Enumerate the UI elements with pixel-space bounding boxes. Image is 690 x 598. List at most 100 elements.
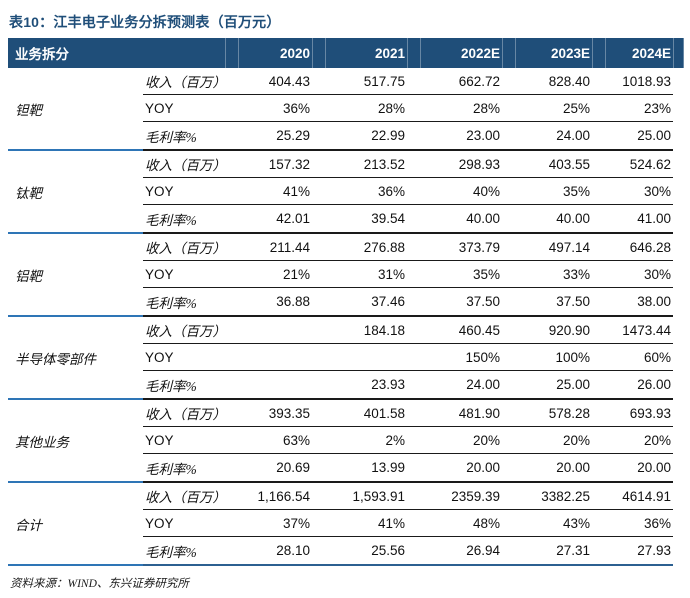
- value-cell: 828.40: [502, 68, 592, 95]
- value-cell: 20.00: [466, 460, 500, 475]
- value-cell: 20%: [407, 427, 502, 454]
- value-cell: 30%: [592, 178, 673, 205]
- value-cell: 37%: [225, 510, 312, 537]
- value-cell: 662.72: [407, 68, 502, 95]
- value-cell: 40.00: [556, 211, 590, 226]
- segment-group: 合计 收入（百万） 1,166.54 1,593.91 2359.39 3382.25 4…: [8, 483, 684, 564]
- value-cell: 23.93: [371, 377, 405, 392]
- table-header-row: 业务拆分 2020 2021 2022E 2023E 2024E: [8, 38, 684, 68]
- value-cell: 20.00: [556, 460, 590, 475]
- value-cell: 298.93: [407, 151, 502, 178]
- value-cell: 37.50: [556, 294, 590, 309]
- header-divider: [592, 38, 606, 68]
- value-cell: [225, 371, 312, 398]
- bottom-border-blue-segment: [8, 564, 143, 566]
- value-cell: 481.90: [407, 400, 502, 427]
- metric-label: 收入（百万）: [143, 483, 226, 510]
- value-cell: 40.00: [466, 211, 500, 226]
- value-cell: 13.99: [371, 460, 405, 475]
- value-cell: 25.29: [276, 128, 310, 143]
- source-note: 资料来源：WIND、东兴证券研究所: [10, 578, 189, 590]
- value-cell: 276.88: [312, 234, 407, 261]
- header-divider: [407, 38, 421, 68]
- column-header-2020: 2020: [279, 45, 310, 61]
- bottom-border-dark-segment: [143, 564, 673, 566]
- value-cell: 28%: [407, 95, 502, 122]
- value-cell: 24.00: [556, 128, 590, 143]
- value-cell: 33%: [502, 261, 592, 288]
- group-separator: [8, 398, 684, 400]
- segment-group: 钽靶 收入（百万） 404.43 517.75 662.72 828.40 1018.93…: [8, 68, 684, 149]
- value-cell: 211.44: [225, 234, 312, 261]
- value-cell: 693.93: [592, 400, 673, 427]
- value-cell: 1,166.54: [225, 483, 312, 510]
- value-cell: 48%: [407, 510, 502, 537]
- value-cell: 20%: [502, 427, 592, 454]
- value-cell: 2359.39: [407, 483, 502, 510]
- metric-label: 毛利率%: [145, 461, 197, 477]
- separator-dark-segment: [143, 398, 673, 400]
- value-cell: 100%: [502, 344, 592, 371]
- metric-label: YOY: [143, 427, 225, 454]
- value-cell: 37.46: [371, 294, 405, 309]
- value-cell: 184.18: [312, 317, 407, 344]
- value-cell: 38.00: [637, 294, 671, 309]
- table-body: 钽靶 收入（百万） 404.43 517.75 662.72 828.40 1018.93…: [8, 68, 684, 564]
- header-divider: [225, 38, 239, 68]
- value-cell: 578.28: [502, 400, 592, 427]
- metric-label: YOY: [143, 261, 225, 288]
- group-separator: [8, 232, 684, 234]
- value-cell: 42.01: [276, 211, 310, 226]
- metric-label: YOY: [143, 178, 225, 205]
- value-cell: 20.69: [276, 460, 310, 475]
- metric-label: 毛利率%: [145, 129, 197, 145]
- column-header-2024e: 2024E: [631, 45, 671, 61]
- separator-dark-segment: [143, 232, 673, 234]
- column-header-2023e: 2023E: [550, 45, 590, 61]
- value-cell: 646.28: [592, 234, 673, 261]
- value-cell: 23.00: [466, 128, 500, 143]
- value-cell: 22.99: [371, 128, 405, 143]
- value-cell: 60%: [592, 344, 673, 371]
- forecast-table: 业务拆分 2020 2021 2022E 2023E 2024E 钽靶 收入（百…: [8, 38, 684, 566]
- value-cell: 23%: [592, 95, 673, 122]
- metric-label: 收入（百万）: [143, 68, 226, 95]
- value-cell: 36%: [312, 178, 407, 205]
- segment-group: 钛靶 收入（百万） 157.32 213.52 298.93 403.55 524.62 Y…: [8, 151, 684, 232]
- metric-label: 毛利率%: [145, 212, 197, 228]
- value-cell: 25.00: [637, 128, 671, 143]
- segment-label: 半导体零部件: [15, 351, 96, 367]
- value-cell: 35%: [407, 261, 502, 288]
- metric-label: YOY: [143, 95, 225, 122]
- value-cell: 27.93: [637, 543, 671, 558]
- segment-group: 半导体零部件 收入（百万） 184.18 460.45 920.90 1473.44 YO…: [8, 317, 684, 398]
- value-cell: 30%: [592, 261, 673, 288]
- value-cell: 1018.93: [592, 68, 673, 95]
- value-cell: 36%: [592, 510, 673, 537]
- separator-dark-segment: [143, 315, 673, 317]
- group-separator: [8, 315, 684, 317]
- value-cell: 1473.44: [592, 317, 673, 344]
- metric-label: YOY: [143, 510, 225, 537]
- value-cell: 497.14: [502, 234, 592, 261]
- value-cell: 20%: [592, 427, 673, 454]
- value-cell: 37.50: [466, 294, 500, 309]
- separator-blue-segment: [8, 315, 143, 317]
- segment-label: 钽靶: [15, 102, 42, 118]
- group-separator: [8, 481, 684, 483]
- value-cell: 920.90: [502, 317, 592, 344]
- value-cell: 27.31: [556, 543, 590, 558]
- value-cell: 41.00: [637, 211, 671, 226]
- value-cell: 4614.91: [592, 483, 673, 510]
- segment-group: 铝靶 收入（百万） 211.44 276.88 373.79 497.14 646.28 Y…: [8, 234, 684, 315]
- segment-group: 其他业务 收入（百万） 393.35 401.58 481.90 578.28 693.9…: [8, 400, 684, 481]
- value-cell: 3382.25: [502, 483, 592, 510]
- segment-label: 钛靶: [15, 185, 42, 201]
- value-cell: 401.58: [312, 400, 407, 427]
- header-divider: [312, 38, 326, 68]
- separator-blue-segment: [8, 149, 143, 151]
- value-cell: 393.35: [225, 400, 312, 427]
- metric-label: 收入（百万）: [143, 151, 226, 178]
- table-title: 表10：江丰电子业务分拆预测表（百万元）: [9, 14, 281, 30]
